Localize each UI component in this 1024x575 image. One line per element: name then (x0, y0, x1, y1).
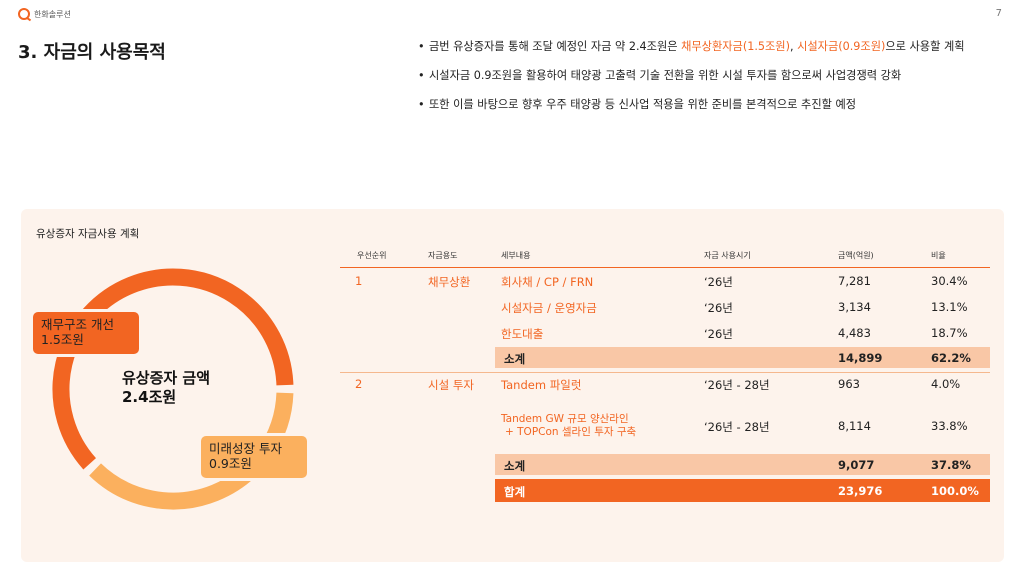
header-timing: 자금 사용시기 (704, 251, 751, 260)
growth-callout: 미래성장 투자 0.9조원 (198, 433, 310, 481)
group1-use: 채무상환 (428, 275, 471, 289)
row-detail: Tandem 파일럿 (501, 378, 582, 392)
header-detail: 세부내용 (501, 251, 531, 260)
subtotal-row-debt (495, 347, 990, 368)
subtotal-label: 소계 (504, 352, 526, 366)
header-amount: 금액(억원) (838, 251, 874, 260)
highlight-facility-fund: 시설자금(0.9조원) (797, 40, 886, 53)
page-number: 7 (995, 8, 1002, 19)
bullet-text: , (789, 40, 798, 53)
table-header-divider (340, 267, 990, 268)
bullet-text: 으로 사용할 계획 (885, 40, 965, 53)
header-use: 자금용도 (428, 251, 458, 260)
row-detail-line1: Tandem GW 규모 양산라인 (501, 413, 629, 425)
row-ratio: 4.0% (931, 377, 961, 391)
hanwha-logo-icon (18, 8, 30, 20)
header-priority: 우선순위 (357, 251, 387, 260)
row-ratio: 33.8% (931, 419, 968, 433)
group-divider (340, 372, 990, 373)
row-ratio: 18.7% (931, 326, 968, 340)
highlight-debt-fund: 채무상환자금(1.5조원) (681, 40, 790, 53)
growth-callout-label: 미래성장 투자 (209, 441, 282, 456)
panel-title: 유상증자 자금사용 계획 (36, 228, 140, 240)
row-detail: 한도대출 (501, 327, 544, 341)
row-detail: Tandem GW 규모 양산라인 + TOPCon 셀라인 투자 구축 (501, 413, 636, 439)
company-logo: 한화솔루션 (18, 8, 71, 20)
debt-callout-amount: 1.5조원 (41, 332, 84, 347)
total-row (495, 479, 990, 502)
summary-bullets: 금번 유상증자를 통해 조달 예정인 자금 약 2.4조원은 채무상환자금(1.… (418, 38, 1008, 125)
group2-use: 시설 투자 (428, 378, 474, 392)
row-amount: 7,281 (838, 274, 871, 288)
donut-segment-debt (52, 268, 294, 470)
page-title: 3. 자금의 사용목적 (18, 42, 166, 63)
header-ratio: 비율 (931, 251, 946, 260)
donut-segment-growth (89, 392, 294, 510)
subtotal-ratio: 37.8% (931, 458, 971, 472)
row-timing: ‘26년 (704, 327, 733, 341)
bullet-text: 금번 유상증자를 통해 조달 예정인 자금 약 2.4조원은 (429, 40, 682, 53)
row-timing: ‘26년 (704, 275, 733, 289)
donut-center-amount: 2.4조원 (122, 388, 177, 406)
debt-callout: 재무구조 개선 1.5조원 (30, 309, 142, 357)
row-amount: 963 (838, 377, 860, 391)
row-timing: ‘26년 - 28년 (704, 420, 770, 434)
row-amount: 8,114 (838, 419, 871, 433)
group1-priority: 1 (355, 274, 363, 288)
company-name: 한화솔루션 (34, 9, 71, 19)
row-ratio: 30.4% (931, 274, 968, 288)
total-amount: 23,976 (838, 484, 883, 498)
bullet-item: 시설자금 0.9조원을 활용하여 태양광 고출력 기술 전환을 위한 시설 투자… (418, 67, 1008, 84)
group2-priority: 2 (355, 377, 363, 391)
row-timing: ‘26년 - 28년 (704, 378, 770, 392)
bullet-item: 또한 이를 바탕으로 향후 우주 태양광 등 신사업 적용을 위한 준비를 본격… (418, 96, 1008, 113)
row-ratio: 13.1% (931, 300, 968, 314)
subtotal-row-facility (495, 454, 990, 475)
row-detail-line2: + TOPCon 셀라인 투자 구축 (505, 426, 637, 438)
subtotal-amount: 14,899 (838, 351, 883, 365)
row-timing: ‘26년 (704, 301, 733, 315)
debt-callout-label: 재무구조 개선 (41, 317, 114, 332)
total-label: 합계 (504, 485, 526, 499)
row-detail: 회사채 / CP / FRN (501, 275, 594, 289)
row-amount: 4,483 (838, 326, 871, 340)
subtotal-amount: 9,077 (838, 458, 875, 472)
donut-center-label: 유상증자 금액 2.4조원 (122, 369, 210, 407)
subtotal-ratio: 62.2% (931, 351, 971, 365)
total-ratio: 100.0% (931, 484, 979, 498)
row-amount: 3,134 (838, 300, 871, 314)
donut-center-title: 유상증자 금액 (122, 369, 211, 387)
row-detail: 시설자금 / 운영자금 (501, 301, 597, 315)
subtotal-label: 소계 (504, 459, 526, 473)
bullet-item: 금번 유상증자를 통해 조달 예정인 자금 약 2.4조원은 채무상환자금(1.… (418, 38, 1008, 55)
growth-callout-amount: 0.9조원 (209, 456, 252, 471)
